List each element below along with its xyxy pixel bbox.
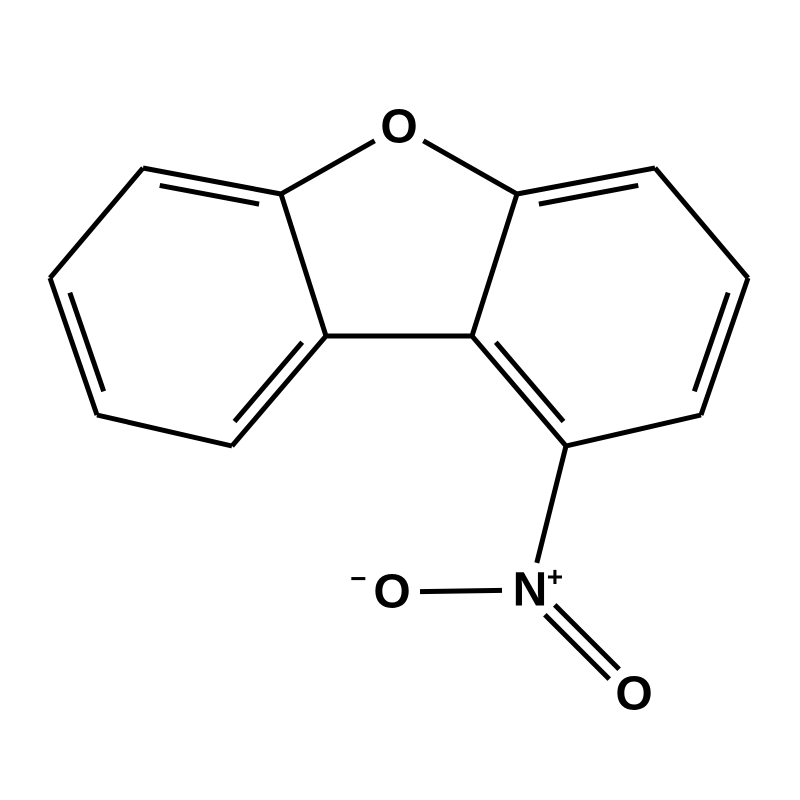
bond (496, 342, 564, 421)
bond (420, 590, 502, 591)
bond (70, 293, 104, 392)
bond (423, 141, 517, 194)
charge: − (350, 563, 366, 594)
bond (232, 336, 326, 446)
bond (537, 446, 566, 563)
bond (281, 141, 375, 194)
bond (235, 342, 303, 421)
bond (517, 168, 655, 194)
bond (472, 194, 517, 336)
bond (566, 415, 701, 446)
bond (281, 194, 326, 336)
charge: + (547, 561, 563, 592)
atom-o: O (373, 566, 410, 619)
bond (143, 168, 281, 194)
molecule-diagram: ON+O−O (0, 0, 800, 800)
bond (694, 293, 728, 392)
atom-n: N (513, 564, 548, 617)
bond (655, 168, 748, 278)
atom-o: O (380, 101, 417, 154)
bond (472, 336, 566, 446)
bond (50, 168, 143, 278)
atom-o: O (615, 668, 652, 721)
bond (97, 415, 232, 446)
